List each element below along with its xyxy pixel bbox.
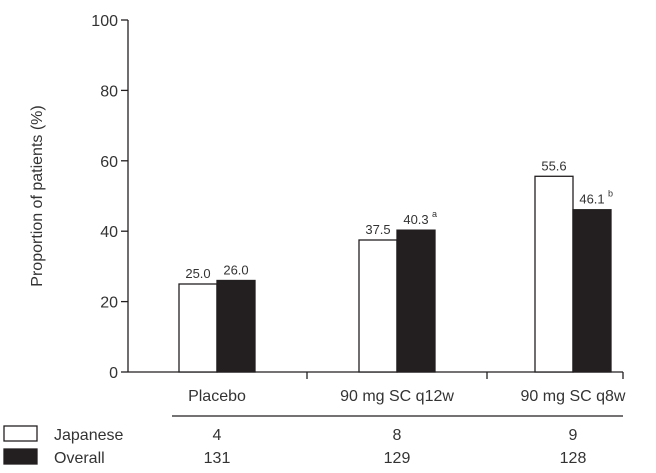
bar-japanese-1 [358, 239, 398, 373]
legend-swatch-overall [3, 448, 38, 465]
sample-size-japanese: 4 [213, 427, 222, 444]
data-label: 40.3 [403, 212, 428, 227]
bar-overall-0 [216, 279, 256, 373]
sample-size-overall: 131 [204, 450, 231, 467]
category-label: 90 mg SC q8w [521, 388, 626, 405]
y-tick-label: 60 [100, 154, 118, 171]
data-label-superscript: b [608, 189, 613, 199]
data-label: 55.6 [541, 158, 566, 173]
bar-japanese-0 [178, 283, 218, 373]
sample-size-overall: 129 [384, 450, 411, 467]
legend-label-japanese: Japanese [54, 427, 123, 444]
y-tick-label: 0 [109, 365, 118, 382]
category-label: Placebo [188, 388, 246, 405]
category-label: 90 mg SC q12w [340, 388, 454, 405]
bar-overall-2 [572, 209, 612, 373]
data-label: 26.0 [223, 262, 248, 277]
sample-size-japanese: 9 [569, 427, 578, 444]
sample-size-japanese: 8 [393, 427, 402, 444]
y-tick-label: 100 [91, 13, 118, 30]
data-label: 46.1 [579, 192, 604, 207]
y-tick-label: 20 [100, 295, 118, 312]
bar-japanese-2 [534, 175, 574, 373]
data-label: 37.5 [365, 222, 390, 237]
y-tick-label: 40 [100, 224, 118, 241]
data-label: 25.0 [185, 266, 210, 281]
y-axis-title: Proportion of patients (%) [29, 105, 46, 286]
y-tick-label: 80 [100, 83, 118, 100]
bar-overall-1 [396, 229, 436, 373]
sample-size-overall: 128 [560, 450, 587, 467]
legend-swatch-japanese [3, 425, 38, 442]
legend-label-overall: Overall [54, 450, 105, 467]
data-label-superscript: a [432, 209, 437, 219]
